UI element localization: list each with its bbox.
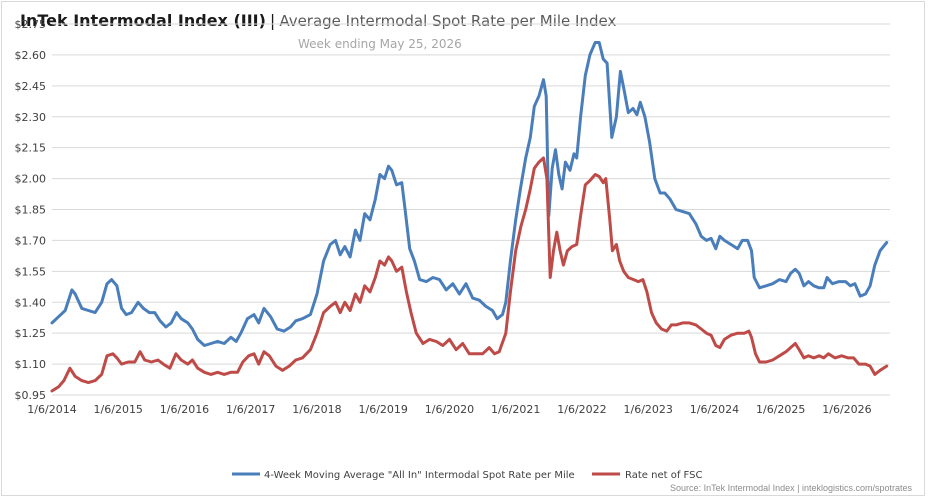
x-tick-label: 1/6/2025 [756,403,805,416]
x-tick-label: 1/6/2022 [557,403,606,416]
y-tick-label: $1.40 [15,296,47,309]
series-line-all-in [50,41,889,347]
x-tick-label: 1/6/2019 [359,403,408,416]
x-tick-label: 1/6/2015 [94,403,143,416]
chart-title: InTek Intermodal Index (III) | Average Int… [20,11,616,31]
y-tick-label: $2.15 [15,142,47,155]
series-line-net-fsc [50,156,889,393]
x-tick-label: 1/6/2014 [27,403,76,416]
x-tick-label: 1/6/2026 [822,403,871,416]
x-tick-label: 1/6/2024 [690,403,739,416]
y-tick-label: $1.85 [15,204,47,217]
series-lines [50,41,889,393]
x-tick-label: 1/6/2021 [491,403,540,416]
title-separator: | [269,11,276,30]
x-tick-label: 1/6/2020 [425,403,474,416]
week-ending-label: Week ending May 25, 2026 [298,37,462,51]
legend-label: Rate net of FSC [625,470,702,481]
x-tick-label: 1/6/2023 [624,403,673,416]
y-tick-label: $1.55 [15,265,47,278]
legend-label: 4-Week Moving Average "All In" Intermoda… [264,470,575,481]
x-tick-label: 1/6/2016 [160,403,209,416]
y-tick-label: $1.70 [15,234,47,247]
y-tick-label: $1.25 [15,327,47,340]
title-main: InTek Intermodal Index (III) [20,11,266,30]
source-note: Source: InTek Intermodal Index | inteklo… [670,483,912,493]
y-tick-label: $2.00 [15,173,47,186]
y-tick-label: $2.30 [15,111,47,124]
x-tick-label: 1/6/2017 [226,403,275,416]
y-tick-label: $2.45 [15,80,47,93]
title-subtitle: Average Intermodal Spot Rate per Mile In… [279,12,617,30]
y-tick-label: $2.75 [15,18,47,31]
y-axis-ticks: $0.95 $1.10 $1.25 $1.40 $1.55 $1.70 $1.85 $2.00… [15,18,47,402]
gridlines [52,23,890,396]
y-tick-label: $1.10 [15,358,47,371]
legend: 4-Week Moving Average "All In" Intermoda… [232,470,702,481]
x-tick-label: 1/6/2018 [292,403,341,416]
y-tick-label: $0.95 [15,389,47,402]
x-axis-ticks: 1/6/2014 1/6/2015 1/6/2016 1/6/2017 1/6/2018… [27,403,871,416]
y-tick-label: $2.60 [15,49,47,62]
